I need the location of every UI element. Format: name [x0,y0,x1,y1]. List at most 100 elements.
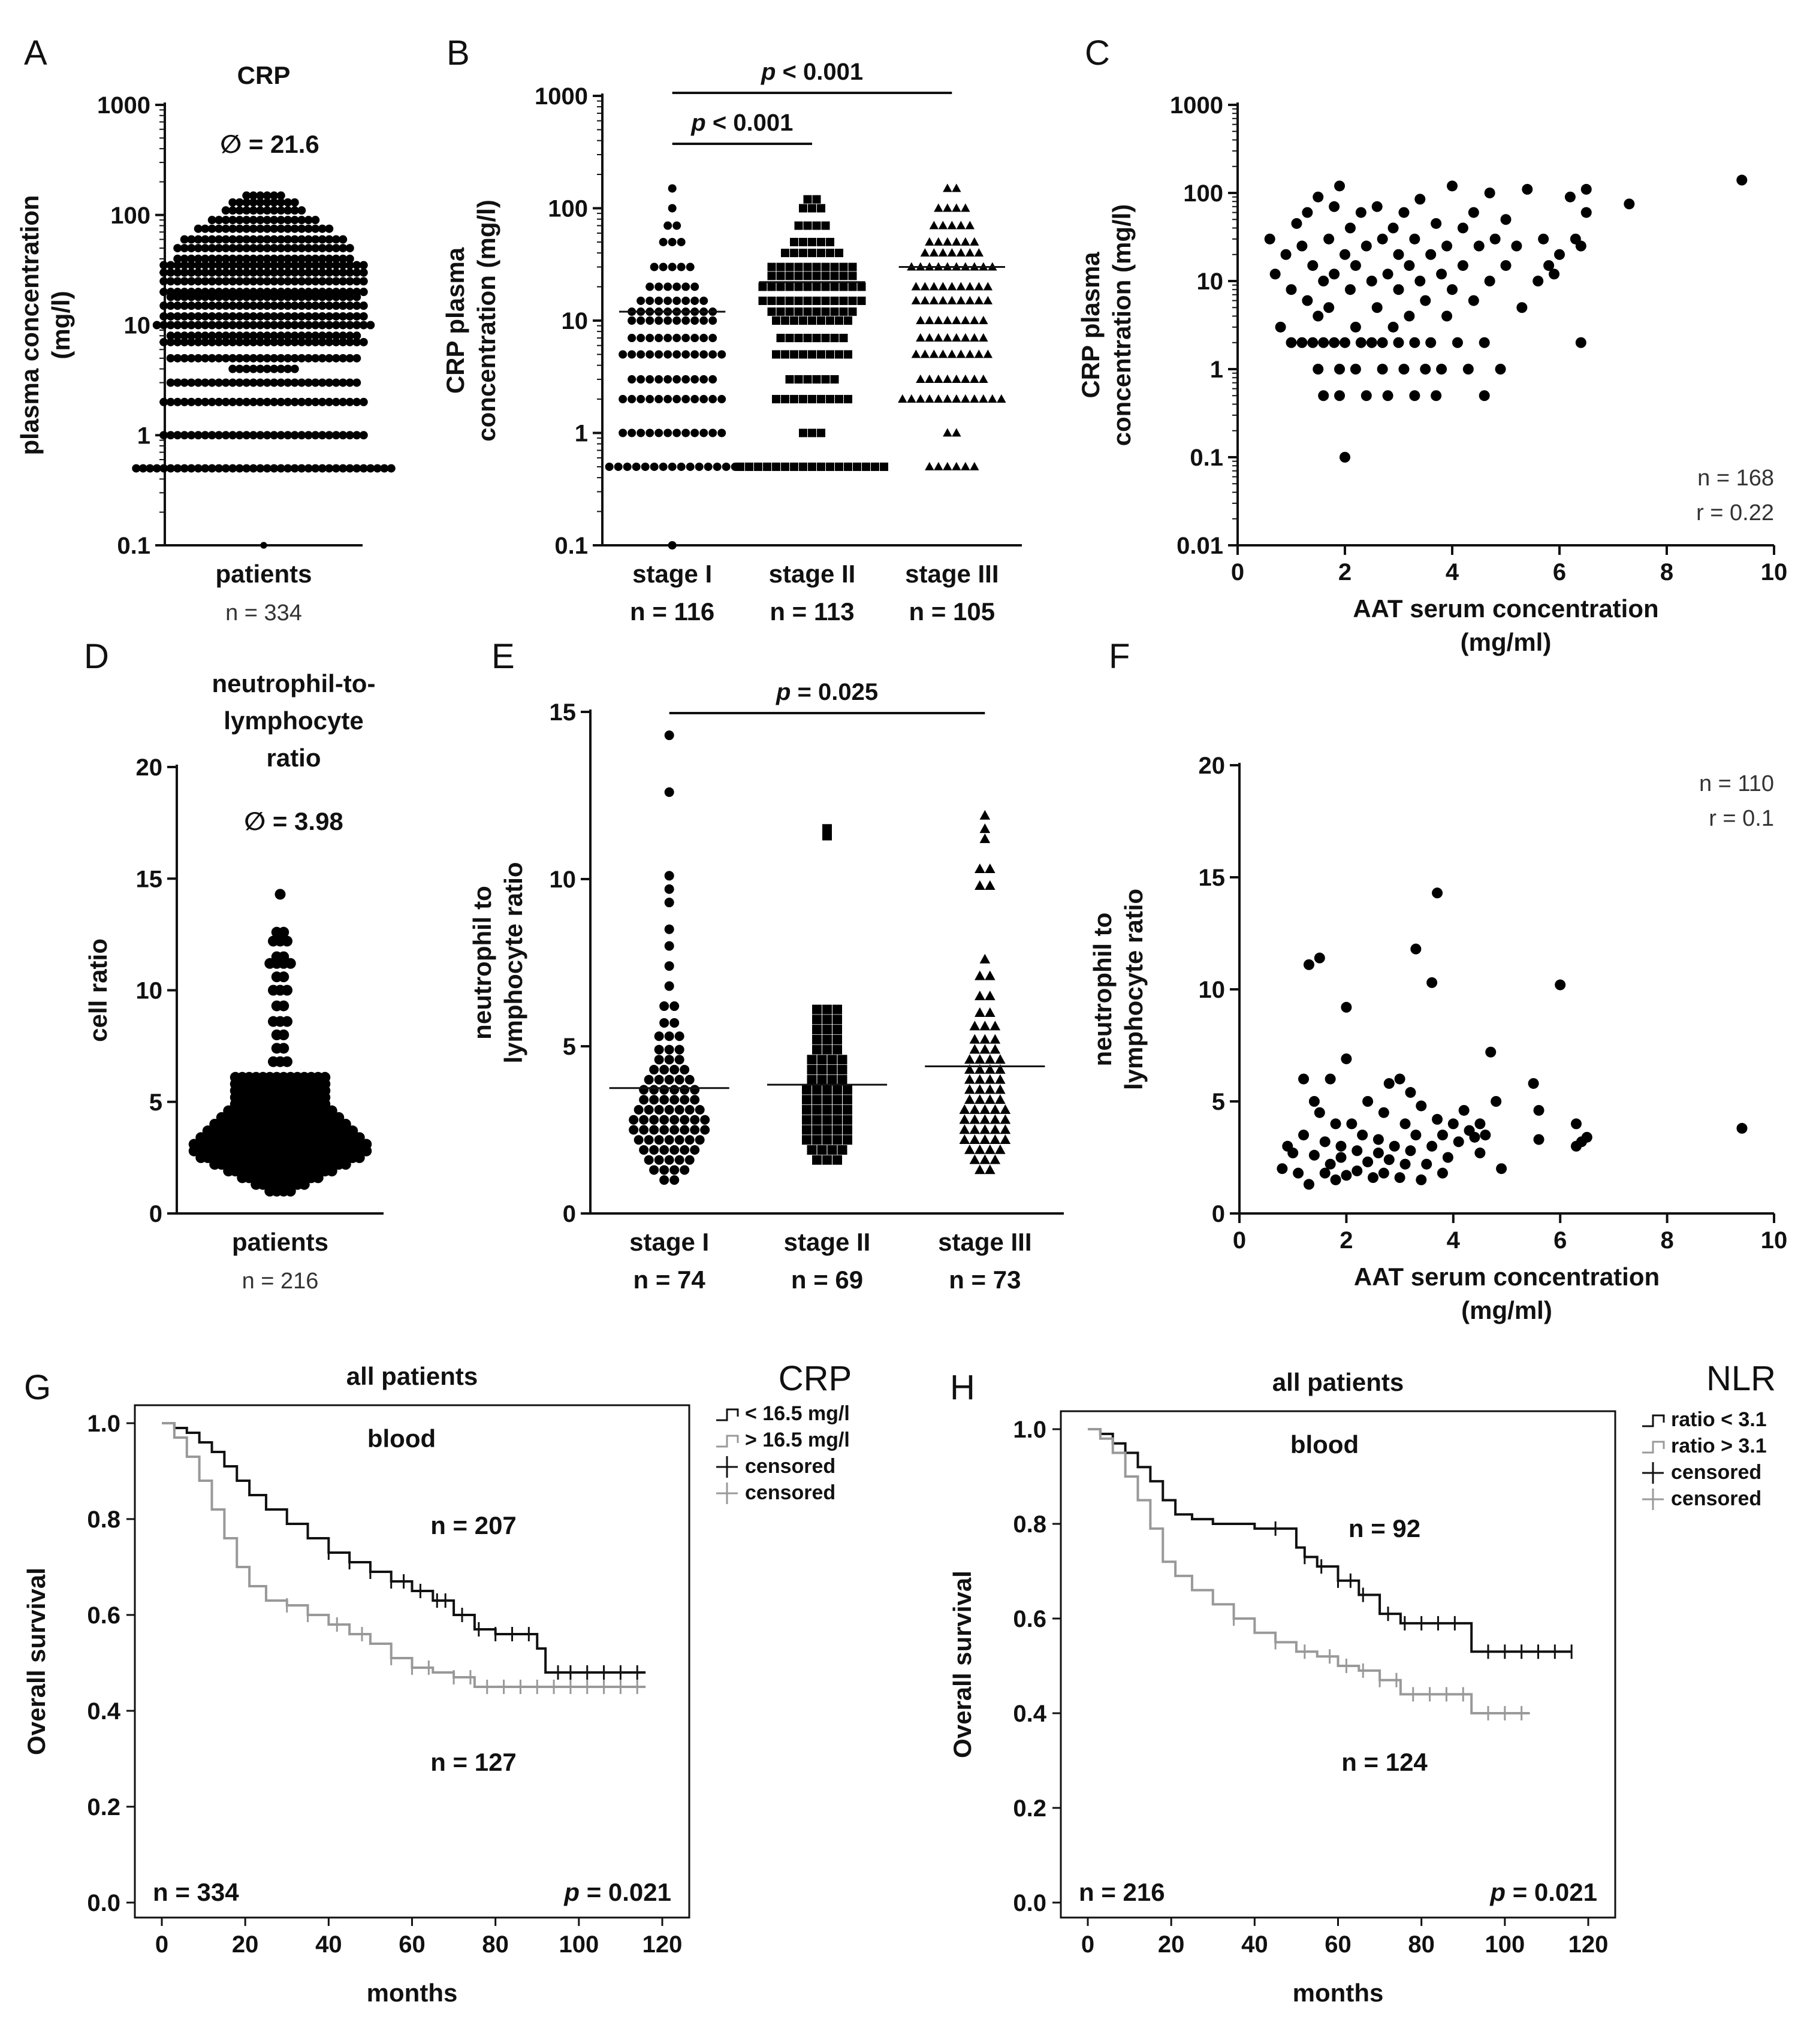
data-point [132,464,141,473]
data-point [318,268,327,277]
data-point [672,316,681,325]
data-point [664,1044,674,1055]
data-point [1323,302,1335,313]
data-point [228,431,237,440]
x-tick-label: 8 [1660,559,1673,585]
x-category-label: stage II [784,1228,871,1256]
group-n-label: n = 334 [225,600,302,626]
y-tick-label: 100 [548,196,588,222]
data-point [664,941,674,951]
data-point [311,431,320,440]
data-point [282,1056,292,1067]
data-point [1287,1148,1299,1159]
data-point [187,254,196,263]
data-point [325,277,334,286]
data-point [325,261,334,270]
data-point [1303,959,1314,970]
x-tick-label: 4 [1446,559,1459,585]
data-point [654,375,663,384]
data-point [802,1105,812,1115]
data-point [242,364,251,373]
data-point [1484,188,1495,198]
data-point [173,261,182,270]
data-point [817,428,825,437]
data-point [1382,268,1393,280]
data-point [1378,1107,1389,1118]
data-point [235,261,244,270]
data-point [352,288,361,297]
data-point [276,224,285,233]
data-point [654,1105,664,1115]
x-tick-label: 0 [1231,559,1244,585]
data-point [215,268,224,277]
data-point [969,1114,981,1124]
stat-annotation: n = 168 [1697,466,1774,491]
data-point [961,394,970,403]
data-point [830,334,839,343]
data-point [1399,1158,1411,1170]
x-tick-label: 100 [559,1931,599,1958]
data-point [654,395,663,404]
data-point [249,354,258,363]
data-point [207,224,216,233]
data-point [659,262,668,271]
data-point [822,1125,832,1135]
chart-subtitle: blood [1290,1430,1359,1459]
data-point [276,321,285,330]
data-point [929,282,939,291]
data-point [956,349,966,358]
data-point [807,1074,817,1085]
data-point [1277,1163,1288,1175]
y-tick-label: 0.0 [87,1890,120,1916]
data-point [659,1001,669,1012]
data-point [311,464,320,473]
data-point [297,312,306,321]
data-point [325,337,334,346]
data-point [1564,191,1576,203]
data-point [964,1074,975,1084]
data-point [331,321,340,330]
data-point [201,337,210,346]
data-point [708,316,717,325]
data-point [249,378,258,387]
data-point [680,1095,690,1105]
data-point [857,282,866,291]
data-point [201,244,210,253]
data-point [645,375,654,384]
x-axis-label: AAT serum concentration [1354,1263,1660,1291]
data-point [812,221,821,230]
data-point [249,206,258,215]
data-point [1350,364,1361,375]
chart-title-line: neutrophil-to- [212,669,376,698]
data-point [270,397,279,406]
data-point [270,206,279,215]
data-point [628,375,636,384]
data-point [1335,1140,1347,1152]
data-point [359,312,368,321]
data-point [1426,977,1438,988]
y-tick-label: 5 [149,1089,162,1116]
data-point [194,288,203,297]
data-point [1447,180,1458,192]
data-point [952,237,961,246]
data-point [242,431,251,440]
data-point [339,331,348,340]
data-point [1495,364,1506,375]
data-point [995,1144,1006,1154]
data-point [276,254,285,263]
data-point [880,462,888,471]
p-value-label: p = 0.021 [1489,1878,1597,1906]
data-point [318,464,327,473]
data-point [659,1115,669,1125]
data-point [180,261,189,270]
data-point [790,316,798,325]
data-point [822,1155,832,1165]
data-point [290,261,299,270]
data-point [839,282,848,291]
data-point [325,288,334,297]
data-point [674,1135,684,1145]
data-point [1366,276,1377,286]
data-point [325,244,334,253]
data-point [659,1175,669,1185]
data-point [979,953,991,964]
